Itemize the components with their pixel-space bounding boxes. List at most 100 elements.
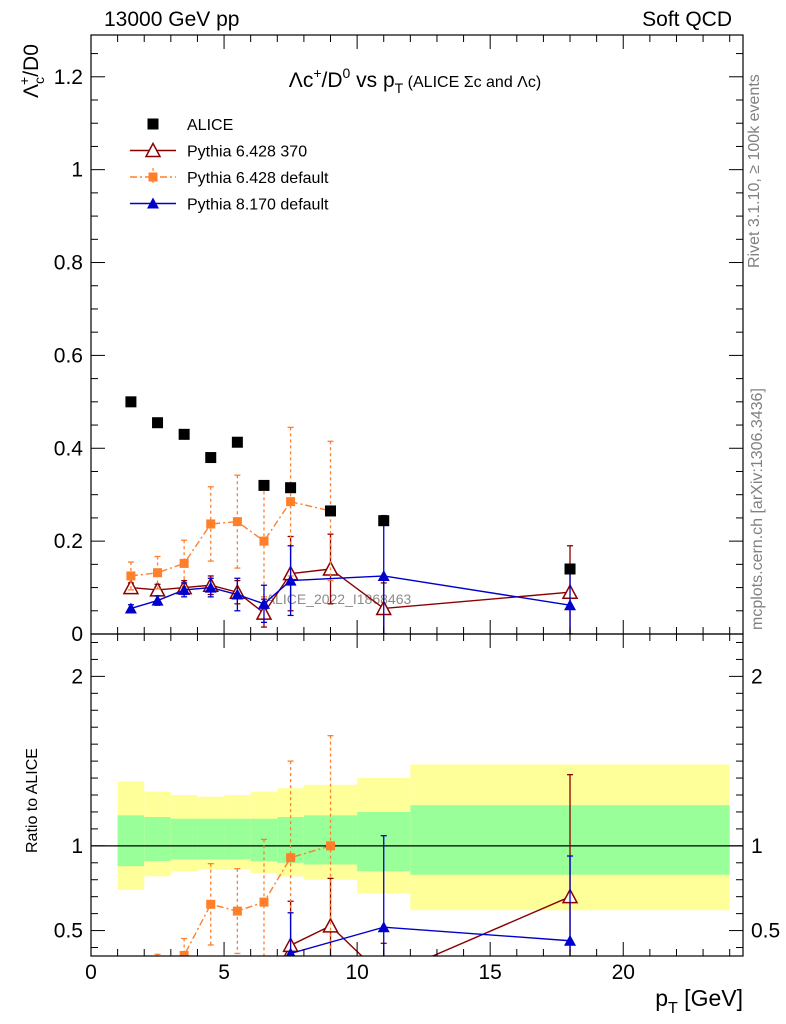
series-1-ratio-point bbox=[286, 853, 296, 863]
title-lambda: Λc bbox=[289, 69, 314, 92]
series-1-point bbox=[206, 519, 216, 529]
y-tick-label: 0.4 bbox=[54, 437, 84, 460]
series-1-point bbox=[286, 497, 296, 507]
series-1-ratio-line bbox=[180, 845, 331, 956]
ratio-band-green bbox=[144, 817, 171, 862]
series-1-line bbox=[130, 500, 331, 577]
legend: ALICE Pythia 6.428 370 Pythia 6.428 defaul… bbox=[130, 117, 329, 214]
series-0-line bbox=[130, 568, 571, 615]
title-subscript: T bbox=[395, 80, 404, 96]
series-0-ratio-point bbox=[257, 984, 271, 997]
series-2-point bbox=[151, 594, 164, 606]
legend-marker bbox=[144, 141, 162, 158]
ratio-y-tick-label-right: 0.5 bbox=[751, 920, 780, 943]
series-2-point bbox=[178, 583, 191, 595]
series-2-ratio-point bbox=[258, 975, 270, 986]
y-tick-label: 0.6 bbox=[54, 344, 83, 367]
header-right: Soft QCD bbox=[642, 8, 732, 31]
y-tick-label: 1.2 bbox=[54, 66, 83, 89]
ratio-y-tick-label: 0.5 bbox=[54, 920, 83, 943]
series-2-ratio-line bbox=[287, 926, 571, 956]
legend-marker bbox=[147, 197, 159, 209]
series-2-ratio-point bbox=[205, 965, 217, 976]
ratio-y-tick-label: 1 bbox=[71, 835, 83, 858]
series-0-ratio-point bbox=[204, 962, 218, 975]
series-1-point bbox=[179, 558, 189, 568]
analysis-watermark-group: ALICE_2022_I1868463 bbox=[266, 591, 412, 607]
series-0-ratio-point bbox=[124, 974, 138, 987]
series-1-ratio-point bbox=[326, 841, 336, 851]
alice-data-point bbox=[205, 452, 217, 464]
x-tick-label: 15 bbox=[479, 961, 502, 984]
series-0-ratio-point bbox=[177, 969, 191, 982]
series-2-ratio-point bbox=[178, 972, 190, 983]
ratio-y-tick-label-right: 1 bbox=[751, 835, 763, 858]
y-axis-label-superscript: + bbox=[16, 77, 32, 85]
series-0-ratio-point bbox=[377, 970, 391, 983]
legend-marker bbox=[148, 172, 158, 182]
y-tick-label: 0 bbox=[71, 623, 83, 646]
legend-label: Pythia 8.170 default bbox=[187, 197, 329, 214]
legend-label: ALICE bbox=[187, 117, 233, 134]
ratio-axis-label: Ratio to ALICE bbox=[24, 748, 41, 853]
x-axis-label: pT [GeV] bbox=[655, 985, 743, 1017]
axis-ticks bbox=[90, 35, 743, 956]
series-1-ratio-point bbox=[179, 950, 189, 956]
series-0-ratio-point bbox=[151, 973, 165, 986]
x-axis-label-unit: [GeV] bbox=[678, 985, 743, 1011]
series-2-ratio-point bbox=[285, 947, 296, 956]
y-tick-label: 1 bbox=[71, 159, 83, 182]
ratio-band-green bbox=[117, 815, 145, 867]
series-1-ratio-point bbox=[126, 968, 135, 977]
series-1-point bbox=[126, 571, 136, 581]
alice-data-point bbox=[258, 479, 270, 491]
title-ratio: /D bbox=[322, 69, 343, 92]
ratio-y-tick-label: 2 bbox=[71, 665, 83, 688]
data-series-group bbox=[122, 396, 579, 1002]
series-2-ratio-point bbox=[125, 991, 137, 1002]
series-2-point bbox=[257, 597, 270, 609]
series-2-point bbox=[284, 574, 297, 586]
ratio-band-green bbox=[224, 818, 251, 860]
y-axis-label-tail: /D0 bbox=[20, 44, 43, 77]
alice-data-point bbox=[564, 563, 576, 575]
series-1-ratio-point bbox=[206, 899, 216, 909]
series-1-ratio-point bbox=[259, 897, 269, 907]
y-tick-label: 0.2 bbox=[54, 530, 83, 553]
analysis-watermark: ALICE_2022_I1868463 bbox=[266, 591, 412, 607]
x-tick-label: 20 bbox=[612, 961, 635, 984]
alice-data-point bbox=[231, 436, 243, 448]
y-axis-label: Λc+/D0 bbox=[16, 44, 47, 98]
x-tick-label: 0 bbox=[85, 961, 97, 984]
series-0-ratio-point bbox=[230, 971, 244, 984]
y-axis-label-lambda: Λ bbox=[20, 84, 43, 98]
y-axis-label-subscript: c bbox=[31, 77, 47, 84]
x-tick-label: 5 bbox=[218, 961, 230, 984]
title-tail: (ALICE Σc and Λc) bbox=[403, 74, 541, 91]
main-panel-series bbox=[122, 396, 579, 634]
legend-label: Pythia 6.428 370 bbox=[187, 144, 307, 161]
alice-data-point bbox=[285, 482, 297, 494]
alice-data-point bbox=[178, 428, 190, 440]
series-2-ratio-point bbox=[231, 974, 243, 985]
ratio-band-green bbox=[170, 818, 198, 860]
series-1-ratio-point bbox=[232, 906, 242, 916]
header-left: 13000 GeV pp bbox=[104, 8, 240, 31]
title-superscript: + bbox=[313, 65, 321, 81]
chart-title: Λc+/D0 vs pT (ALICE Σc and Λc) bbox=[289, 65, 541, 96]
alice-data-point bbox=[125, 396, 137, 408]
y-tick-label: 0.8 bbox=[54, 252, 83, 275]
series-0-ratio-point bbox=[322, 917, 339, 933]
ratio-band-green bbox=[197, 818, 225, 860]
series-2-point bbox=[124, 602, 137, 614]
title-vs-pt: vs p bbox=[350, 69, 394, 92]
series-1-ratio-point bbox=[153, 962, 162, 971]
series-2-point bbox=[231, 588, 244, 600]
title-superscript-zero: 0 bbox=[343, 65, 351, 81]
series-1-point bbox=[259, 536, 269, 546]
series-1-point bbox=[153, 568, 163, 578]
series-2-point bbox=[204, 581, 217, 593]
ratio-y-tick-label-right: 2 bbox=[751, 665, 763, 688]
